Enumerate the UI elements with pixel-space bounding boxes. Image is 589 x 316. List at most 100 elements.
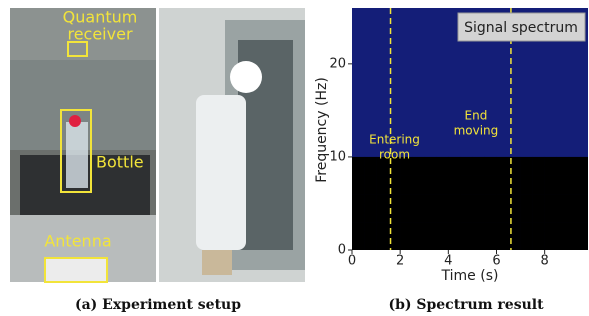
photo-setup: Quantum receiver Bottle Antenna <box>10 8 156 283</box>
heat-cell <box>448 157 460 167</box>
heat-cell <box>557 241 569 251</box>
heat-cell <box>364 166 376 176</box>
heat-cell <box>436 176 448 186</box>
heat-cell <box>521 222 533 232</box>
heat-cell <box>460 222 472 232</box>
label-antenna: Antenna <box>44 232 111 251</box>
heat-cell <box>448 176 460 186</box>
heat-cell <box>557 231 569 241</box>
heat-cell <box>569 231 581 241</box>
heat-cell <box>496 231 508 241</box>
heat-cell <box>521 194 533 204</box>
heat-cell <box>448 203 460 213</box>
heat-cell <box>533 222 545 232</box>
heat-cell <box>460 194 472 204</box>
heat-cell <box>364 157 376 167</box>
heat-cell <box>569 222 581 232</box>
heat-cell <box>364 194 376 204</box>
label-bottle: Bottle <box>96 153 144 172</box>
heat-cell <box>400 166 412 176</box>
heat-cell <box>521 203 533 213</box>
heat-cell <box>364 222 376 232</box>
heat-cell <box>424 194 436 204</box>
heat-cell <box>569 241 581 251</box>
heat-cell <box>364 241 376 251</box>
heat-cell <box>545 176 557 186</box>
heat-cell <box>400 194 412 204</box>
heat-cell <box>400 241 412 251</box>
heat-cell <box>400 231 412 241</box>
heat-cell <box>581 241 589 251</box>
heat-cell <box>484 157 496 167</box>
heat-cell <box>557 222 569 232</box>
heat-cell <box>533 185 545 195</box>
heat-cell <box>557 166 569 176</box>
heat-cell <box>364 231 376 241</box>
heat-cell <box>364 185 376 195</box>
heat-cell <box>352 185 364 195</box>
heat-cell <box>352 241 364 251</box>
heat-cell <box>472 157 484 167</box>
heat-cell <box>545 194 557 204</box>
heat-cell <box>557 176 569 186</box>
heat-cell <box>569 185 581 195</box>
heat-cell <box>484 194 496 204</box>
heat-cell <box>472 166 484 176</box>
heat-cell <box>436 222 448 232</box>
heat-cell <box>352 166 364 176</box>
heat-cell <box>472 222 484 232</box>
heat-cell <box>412 157 424 167</box>
heat-cell <box>436 203 448 213</box>
heat-cell <box>581 194 589 204</box>
heat-cell <box>412 185 424 195</box>
heat-cell <box>460 185 472 195</box>
heat-cell <box>400 185 412 195</box>
heat-cell <box>472 241 484 251</box>
heat-cell <box>400 176 412 186</box>
heat-cell <box>424 176 436 186</box>
y-tick-label: 20 <box>329 56 346 71</box>
heat-cell <box>448 222 460 232</box>
y-axis-label: Frequency (Hz) <box>314 77 330 183</box>
heat-cell <box>521 213 533 223</box>
heat-cell <box>352 222 364 232</box>
heat-cell <box>533 194 545 204</box>
heat-cell <box>472 176 484 186</box>
heat-cell <box>484 176 496 186</box>
heat-cell <box>569 213 581 223</box>
heat-cell <box>412 203 424 213</box>
heat-cell <box>496 213 508 223</box>
x-tick-label: 8 <box>541 254 549 269</box>
heat-cell <box>424 203 436 213</box>
heat-cell <box>533 241 545 251</box>
heat-cell <box>496 222 508 232</box>
heat-cell <box>472 185 484 195</box>
event-label: End <box>465 109 488 123</box>
heat-cell <box>352 213 364 223</box>
x-tick-label: 4 <box>444 254 452 269</box>
heat-cell <box>376 222 388 232</box>
heat-cell <box>412 166 424 176</box>
heat-cell <box>496 241 508 251</box>
heat-cell <box>545 203 557 213</box>
heat-cell <box>496 203 508 213</box>
x-tick-label: 6 <box>492 254 500 269</box>
heat-cell <box>472 203 484 213</box>
heat-cell <box>533 231 545 241</box>
heat-cell <box>545 166 557 176</box>
heat-cell <box>412 241 424 251</box>
heat-cell <box>533 213 545 223</box>
heat-cell <box>521 185 533 195</box>
label-receiver: receiver <box>67 25 132 44</box>
heat-cell <box>545 222 557 232</box>
heat-cell <box>496 194 508 204</box>
heat-cell <box>436 185 448 195</box>
heat-cell <box>557 213 569 223</box>
heat-cell <box>460 231 472 241</box>
heat-cell <box>569 176 581 186</box>
heat-cell <box>436 166 448 176</box>
heat-cell <box>424 185 436 195</box>
heat-cell <box>545 157 557 167</box>
heat-cell <box>412 222 424 232</box>
heat-cell <box>364 203 376 213</box>
